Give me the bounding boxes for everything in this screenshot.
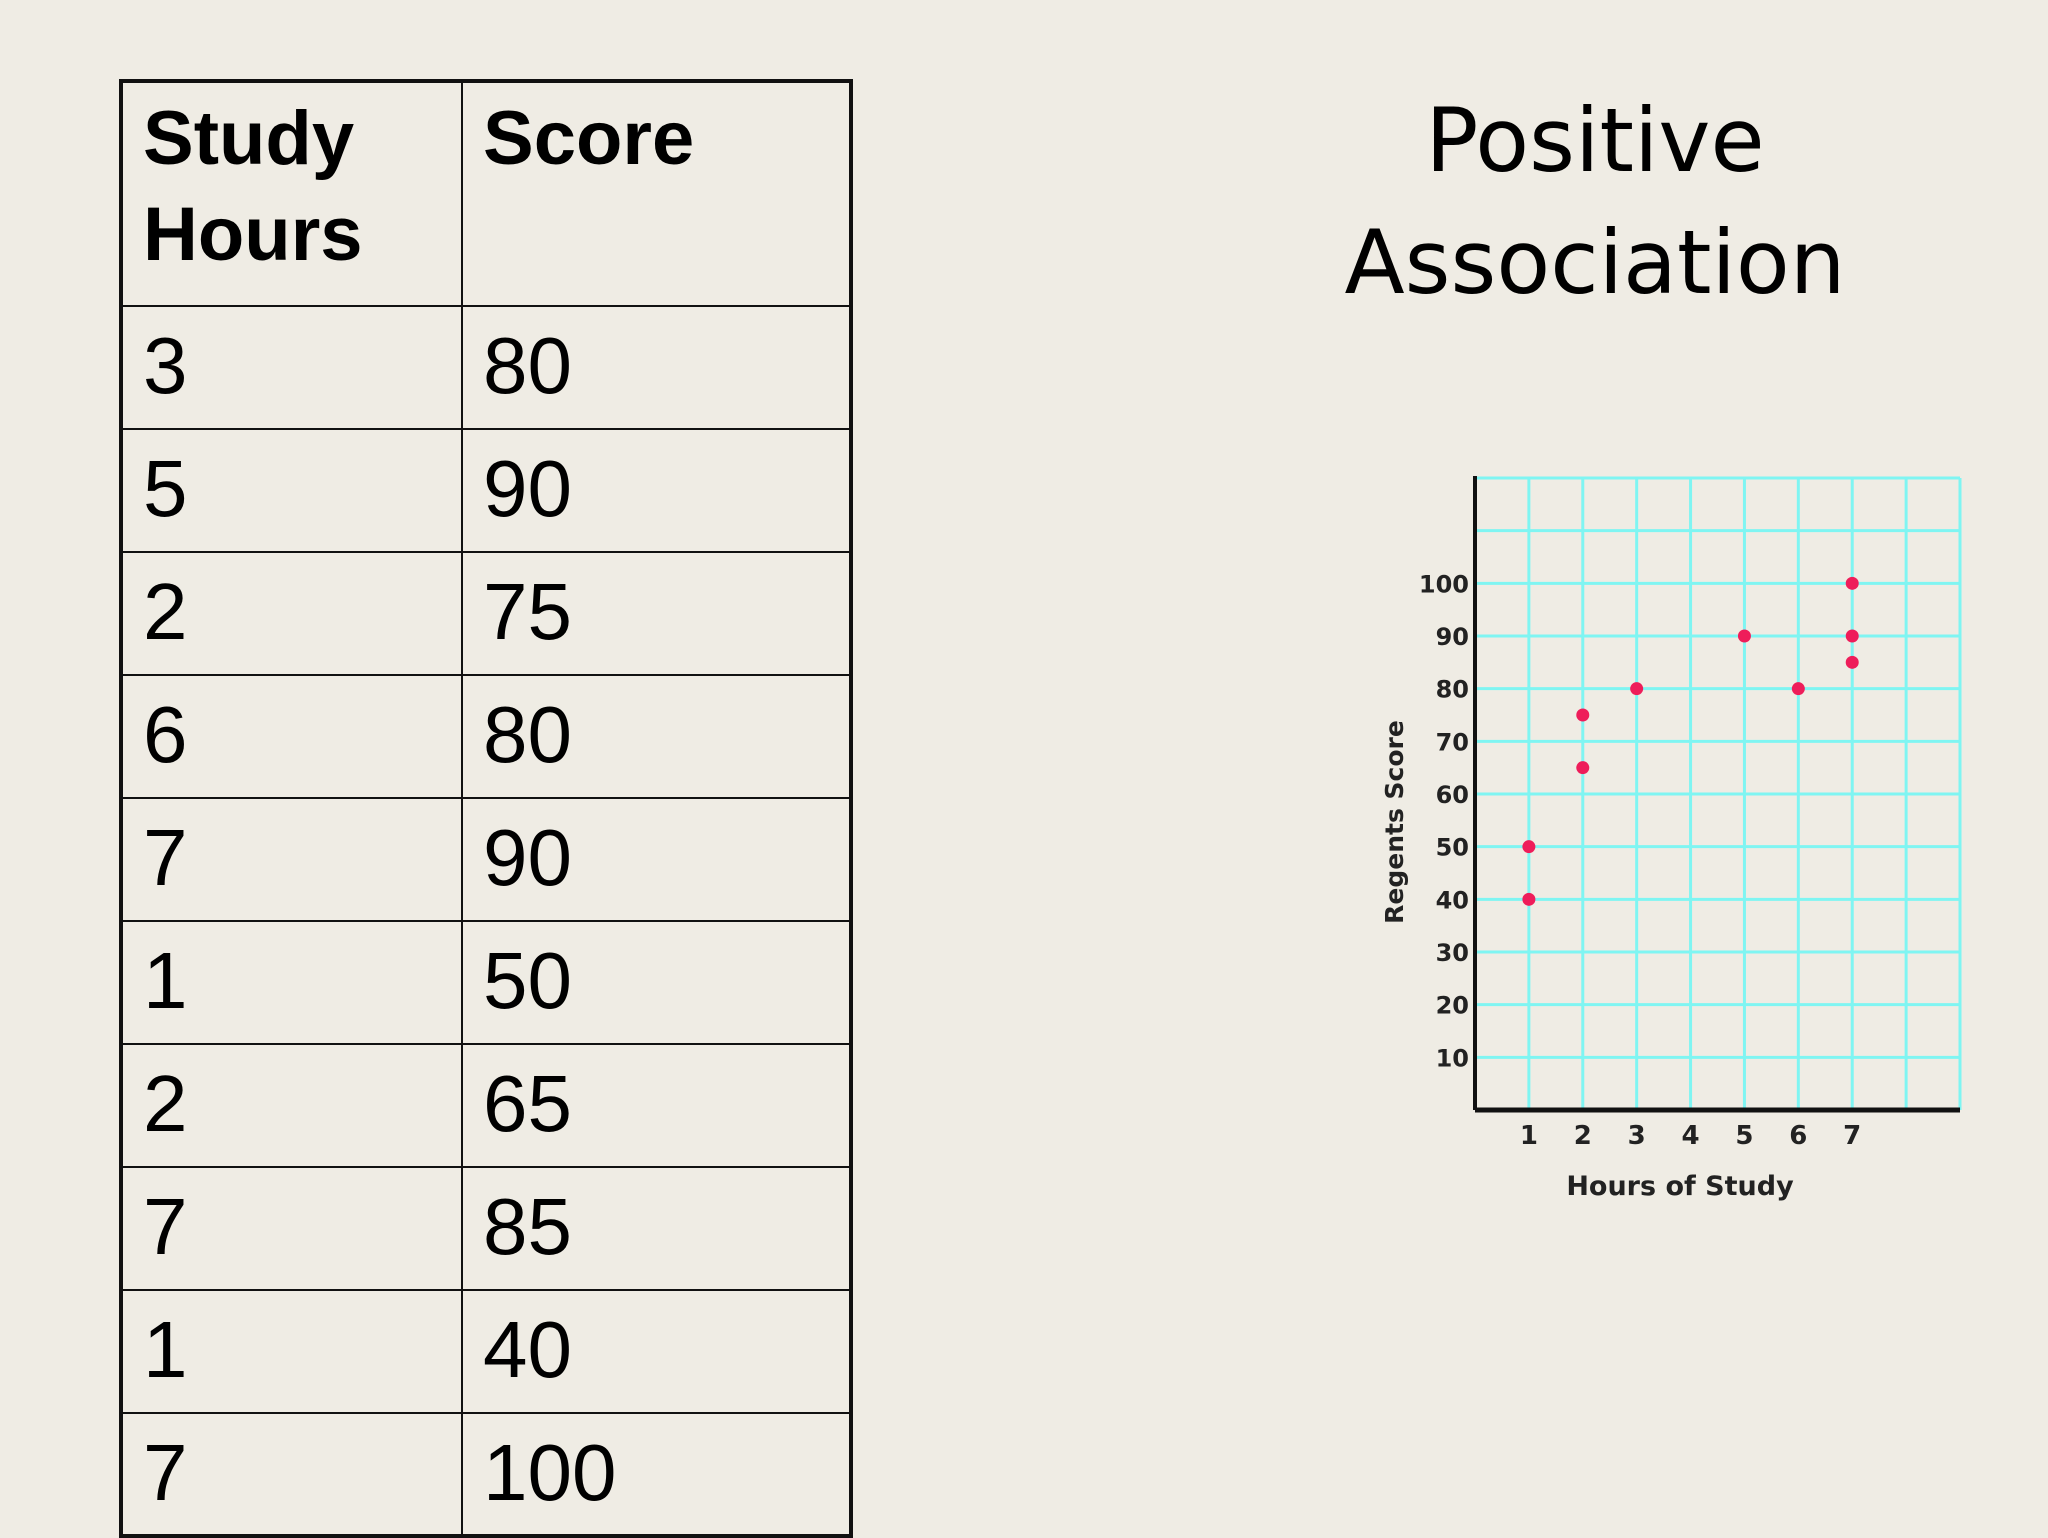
cell-hours: 7: [120, 1166, 463, 1291]
data-point: [1630, 682, 1644, 696]
x-tick-label: 6: [1789, 1121, 1807, 1151]
y-tick-label: 80: [1436, 676, 1469, 704]
cell-hours: 7: [120, 1412, 463, 1537]
cell-hours: 2: [120, 1043, 463, 1168]
data-point: [1522, 840, 1536, 854]
cell-score: 40: [461, 1289, 852, 1414]
header-score: Score: [461, 80, 852, 307]
chart-points: [1522, 576, 1859, 906]
table-row: 3 80: [120, 305, 852, 430]
table-row: 2 75: [120, 551, 852, 676]
table-row: 1 50: [120, 920, 852, 1045]
data-point: [1576, 761, 1590, 775]
chart-tick-labels: 1 2 3 4 5 6 7 10 20 30 40 50 60 70 80 90 100: [1419, 570, 1861, 1151]
table-row: 1 40: [120, 1289, 852, 1414]
y-tick-label: 10: [1436, 1044, 1469, 1072]
y-tick-label: 30: [1436, 939, 1469, 967]
table-row: 5 90: [120, 428, 852, 553]
y-tick-label: 20: [1436, 992, 1469, 1020]
scatter-chart: 1 2 3 4 5 6 7 10 20 30 40 50 60 70 80 90 100 Hours of St…: [1380, 476, 1962, 1202]
y-axis-label: Regents Score: [1380, 720, 1409, 924]
cell-score: 65: [461, 1043, 852, 1168]
data-point: [1522, 892, 1536, 906]
data-point: [1845, 576, 1859, 590]
cell-score: 75: [461, 551, 852, 676]
table-row: 6 80: [120, 674, 852, 799]
x-tick-label: 3: [1628, 1121, 1646, 1151]
slide-heading: Positive Association: [1230, 80, 1960, 324]
cell-score: 80: [461, 305, 852, 430]
heading-line-1: Positive: [1425, 89, 1765, 192]
header-study-hours-line2: Hours: [143, 192, 363, 277]
heading-line-2: Association: [1344, 211, 1846, 314]
data-point: [1791, 682, 1805, 696]
cell-score: 80: [461, 674, 852, 799]
table-row: 7 100: [120, 1412, 852, 1537]
cell-hours: 2: [120, 551, 463, 676]
chart-grid: [1475, 476, 1962, 1110]
x-tick-label: 1: [1520, 1121, 1538, 1151]
data-point: [1845, 629, 1859, 643]
x-tick-label: 2: [1574, 1121, 1592, 1151]
table-header-row: Study Hours Score: [120, 80, 852, 307]
x-tick-label: 7: [1843, 1121, 1861, 1151]
y-tick-label: 60: [1436, 781, 1469, 809]
header-study-hours-line1: Study: [143, 96, 355, 181]
cell-hours: 5: [120, 428, 463, 553]
table-row: 7 85: [120, 1166, 852, 1291]
y-tick-label: 70: [1436, 728, 1469, 756]
cell-hours: 1: [120, 1289, 463, 1414]
chart-axes: [1473, 476, 1960, 1113]
data-point: [1845, 655, 1859, 669]
cell-hours: 3: [120, 305, 463, 430]
cell-score: 85: [461, 1166, 852, 1291]
table-row: 2 65: [120, 1043, 852, 1168]
x-tick-label: 5: [1735, 1121, 1753, 1151]
y-tick-label: 40: [1436, 886, 1469, 914]
cell-hours: 6: [120, 674, 463, 799]
x-axis-label: Hours of Study: [1566, 1171, 1794, 1202]
data-point: [1737, 629, 1751, 643]
table-row: 7 90: [120, 797, 852, 922]
data-point: [1576, 708, 1590, 722]
cell-score: 90: [461, 797, 852, 922]
cell-score: 90: [461, 428, 852, 553]
y-tick-label: 100: [1419, 570, 1469, 598]
x-tick-label: 4: [1682, 1121, 1700, 1151]
y-tick-label: 90: [1436, 623, 1469, 651]
cell-hours: 1: [120, 920, 463, 1045]
cell-score: 100: [461, 1412, 852, 1537]
cell-score: 50: [461, 920, 852, 1045]
y-tick-label: 50: [1436, 834, 1469, 862]
header-study-hours: Study Hours: [120, 80, 463, 307]
cell-hours: 7: [120, 797, 463, 922]
